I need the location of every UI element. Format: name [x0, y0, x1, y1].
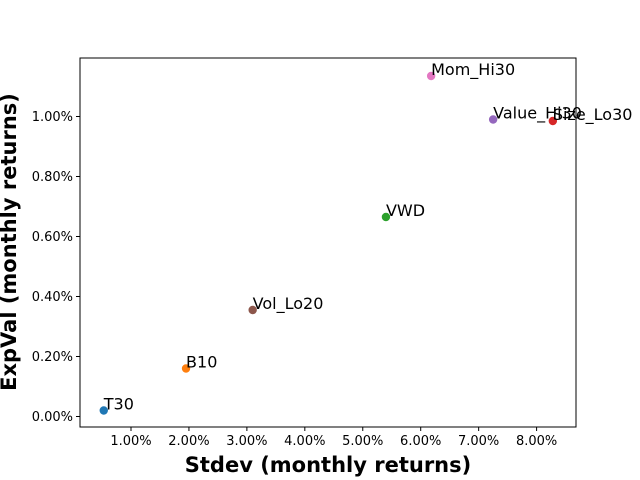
x-axis-ticks: 1.00% 2.00% 3.00% 4.00% 5.00% 6.00% 7.00% 8.00% — [110, 427, 557, 449]
data-point — [248, 305, 257, 315]
data-point — [99, 406, 108, 415]
y-tick-label: 0.60% — [32, 230, 73, 245]
x-tick-label: 7.00% — [458, 434, 499, 449]
data-point-label: Size_Lo30 — [553, 105, 633, 125]
data-point — [181, 364, 191, 373]
x-tick-label: 2.00% — [168, 434, 209, 449]
x-axis-title: Stdev (monthly returns) — [185, 453, 471, 477]
data-point-label: VWD — [386, 201, 425, 220]
x-tick-label: 8.00% — [516, 434, 557, 449]
y-tick-label: 0.00% — [32, 410, 73, 425]
data-point-label: B10 — [186, 353, 217, 372]
x-tick-label: 5.00% — [342, 434, 383, 449]
x-tick-label: 4.00% — [284, 434, 325, 449]
data-point — [426, 71, 436, 81]
data-point — [488, 115, 498, 124]
y-tick-label: 0.40% — [32, 290, 73, 305]
x-tick-label: 6.00% — [400, 434, 441, 449]
y-axis-title: ExpVal (monthly returns) — [0, 93, 21, 391]
y-axis-ticks: 0.00% 0.20% 0.40% 0.60% 0.80% 1.00% — [32, 110, 80, 425]
data-point-label: Mom_Hi30 — [431, 60, 515, 80]
data-point-label: Vol_Lo20 — [253, 294, 324, 314]
data-point-label: Value_Hi30 — [493, 104, 582, 124]
y-tick-label: 0.80% — [32, 170, 73, 185]
data-point-label: T30 — [103, 395, 134, 414]
data-point — [548, 116, 558, 126]
data-point — [381, 212, 391, 222]
x-tick-label: 1.00% — [110, 434, 151, 449]
x-tick-label: 3.00% — [226, 434, 267, 449]
y-tick-label: 0.20% — [32, 350, 73, 365]
y-tick-label: 1.00% — [32, 110, 73, 125]
